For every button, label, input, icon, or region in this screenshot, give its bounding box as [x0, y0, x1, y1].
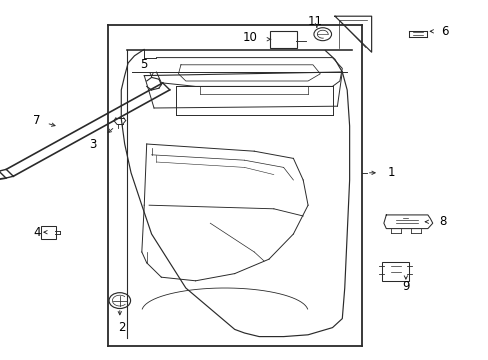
Text: 11: 11 [307, 15, 322, 28]
Text: 3: 3 [89, 138, 97, 150]
Text: 9: 9 [401, 280, 409, 293]
Text: 7: 7 [33, 114, 41, 127]
Text: 5: 5 [140, 58, 148, 71]
Text: 10: 10 [243, 31, 257, 44]
Text: 8: 8 [438, 215, 446, 228]
Text: 6: 6 [440, 25, 448, 38]
Text: 1: 1 [386, 166, 394, 179]
Text: 2: 2 [118, 321, 126, 334]
Text: 4: 4 [33, 226, 41, 239]
